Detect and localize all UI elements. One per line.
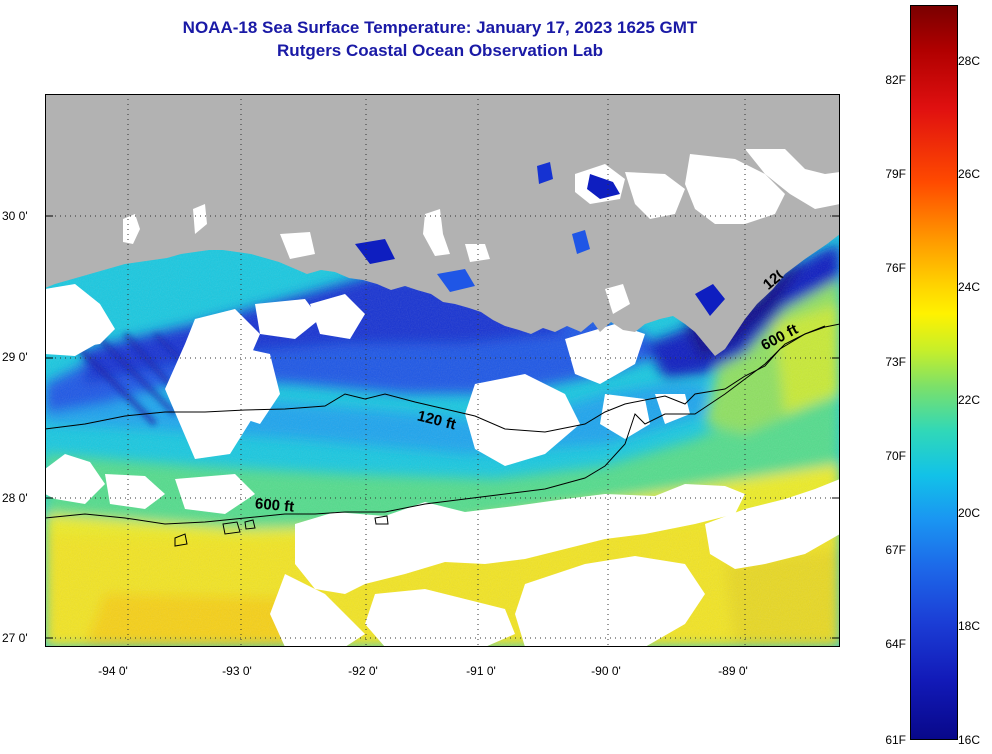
temperature-colorbar <box>910 5 958 740</box>
lat-label-28: 28 0' <box>2 491 28 505</box>
colorbar-tick-26c: 26C <box>958 167 981 181</box>
lon-label-92: -92 0' <box>348 664 378 678</box>
coastal-marsh <box>123 149 840 316</box>
axis-ticks <box>45 215 840 639</box>
colorbar-tick-82f: 82F <box>885 73 906 87</box>
lon-label-89: -89 0' <box>718 664 748 678</box>
map-title: NOAA-18 Sea Surface Temperature: January… <box>182 18 698 37</box>
graticule <box>45 94 840 647</box>
colorbar-tick-20c: 20C <box>958 506 981 520</box>
lon-label-93: -93 0' <box>222 664 252 678</box>
colorbar-tick-16c: 16C <box>958 733 981 747</box>
land-louisiana <box>45 94 840 356</box>
lon-label-94: -94 0' <box>98 664 128 678</box>
colorbar-tick-18c: 18C <box>958 619 981 633</box>
sst-map-canvas <box>45 94 840 647</box>
map-subtitle: Rutgers Coastal Ocean Observation Lab <box>277 41 603 60</box>
contour-label-600ft-west: 600 ft <box>254 495 295 516</box>
colorbar-tick-28c: 28C <box>958 54 981 68</box>
map-border <box>45 94 840 647</box>
colorbar-tick-61f: 61F <box>885 733 906 747</box>
colorbar-tick-79f: 79F <box>885 167 906 181</box>
colorbar-tick-24c: 24C <box>958 280 981 294</box>
lat-label-29: 29 0' <box>2 350 28 364</box>
cloud-mask <box>45 284 840 647</box>
lon-label-90: -90 0' <box>591 664 621 678</box>
colorbar-tick-70f: 70F <box>885 449 906 463</box>
sst-map: 120 ft 600 ft 600 ft 120 ft <box>45 94 840 647</box>
colorbar-tick-64f: 64F <box>885 637 906 651</box>
lon-label-91: -91 0' <box>466 664 496 678</box>
colorbar-tick-73f: 73F <box>885 355 906 369</box>
depth-contours <box>45 323 840 547</box>
colorbar-tick-67f: 67F <box>885 543 906 557</box>
lat-label-30: 30 0' <box>2 209 28 223</box>
colorbar-tick-22c: 22C <box>958 393 981 407</box>
colorbar-tick-76f: 76F <box>885 261 906 275</box>
lat-label-27: 27 0' <box>2 631 28 645</box>
